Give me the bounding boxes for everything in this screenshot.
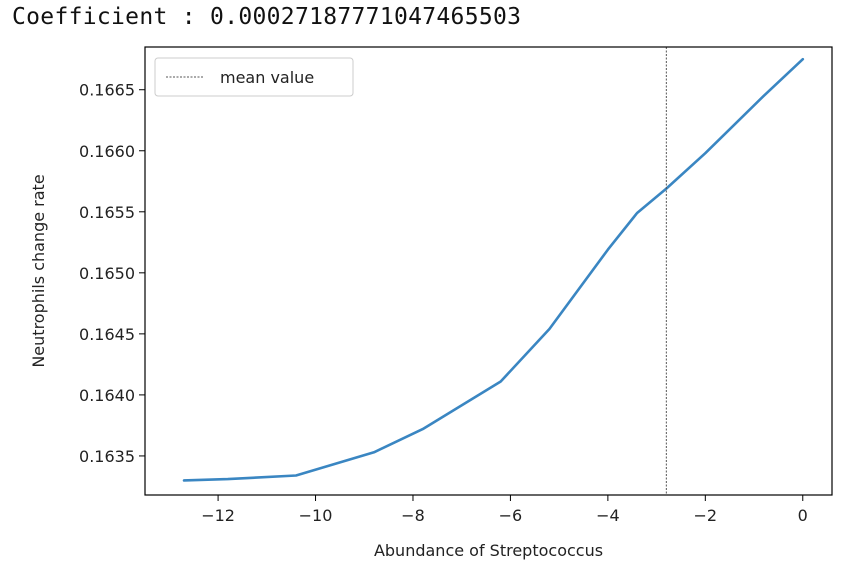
x-tick-label: −8 <box>401 506 425 525</box>
x-tick-label: −10 <box>299 506 333 525</box>
y-tick-label: 0.1635 <box>79 447 135 466</box>
x-axis-label: Abundance of Streptococcus <box>374 541 603 560</box>
y-axis: 0.1635 0.1640 0.1645 0.1650 0.1655 0.1660 0.16… <box>79 81 145 466</box>
legend-box <box>154 57 354 97</box>
series-layer <box>182 57 805 482</box>
axes-frame <box>144 46 833 496</box>
x-tick-label: −4 <box>596 506 620 525</box>
coefficient-header: Coefficient : 0.0002718777104746550З <box>12 4 522 30</box>
series-line-0 <box>182 57 805 482</box>
x-tick-label: 0 <box>798 506 808 525</box>
legend-label: mean value <box>220 68 314 87</box>
y-tick-label: 0.1665 <box>79 81 135 100</box>
y-axis-label: Neutrophils change rate <box>29 174 48 367</box>
y-tick-label: 0.1650 <box>79 264 135 283</box>
plot-area <box>145 47 832 495</box>
x-tick-label: −2 <box>694 506 718 525</box>
axes-border <box>144 46 833 496</box>
y-tick-label: 0.1645 <box>79 325 135 344</box>
y-tick-label: 0.1640 <box>79 386 135 405</box>
y-tick-label: 0.1655 <box>79 203 135 222</box>
x-tick-label: −6 <box>499 506 523 525</box>
x-axis: −12 −10 −8 −6 −4 −2 0 <box>201 495 808 525</box>
x-tick-label: −12 <box>201 506 235 525</box>
plot-background <box>145 47 832 495</box>
y-tick-label: 0.1660 <box>79 142 135 161</box>
legend: mean value <box>154 57 354 97</box>
